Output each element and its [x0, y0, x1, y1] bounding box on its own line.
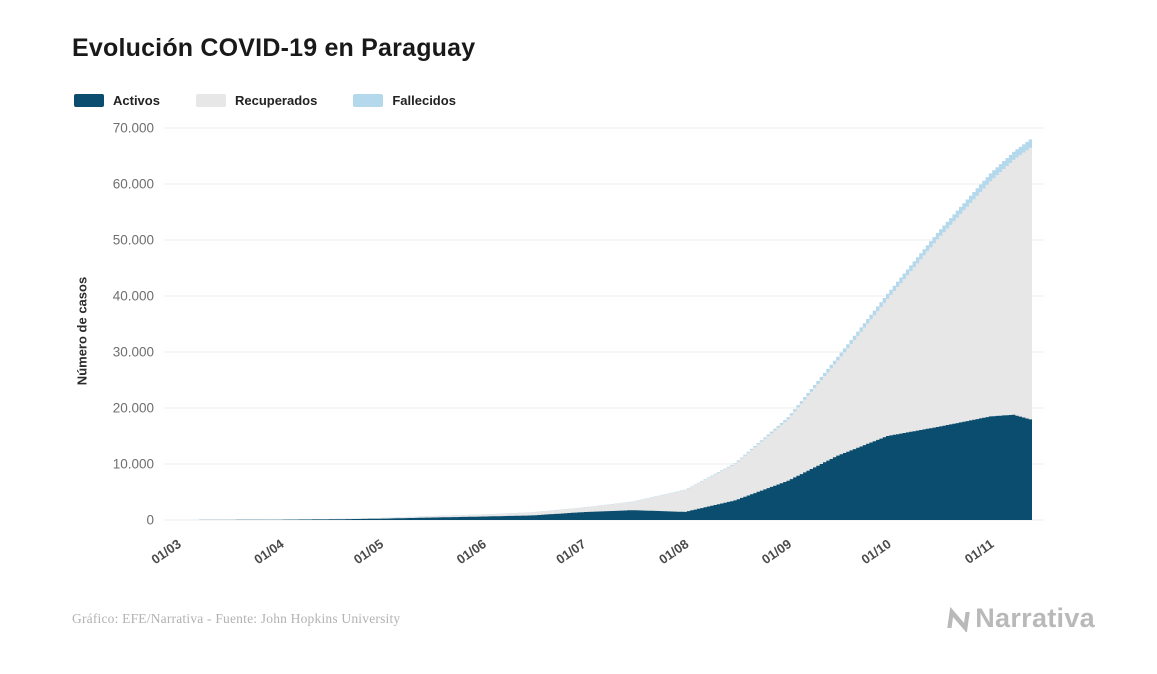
area-recuperados: [176, 145, 1032, 520]
y-tick-label: 10.000: [113, 457, 154, 472]
x-tick-label: 01/05: [351, 536, 386, 567]
x-tick-label: 01/04: [251, 536, 287, 567]
x-tick-label: 01/09: [759, 536, 794, 567]
legend-item-fallecidos: Fallecidos: [353, 93, 456, 108]
legend-swatch-recuperados: [195, 94, 226, 107]
legend-label-recuperados: Recuperados: [234, 93, 318, 108]
legend-item-activos: Activos: [74, 93, 160, 108]
x-tick-label: 01/03: [148, 536, 183, 567]
legend-swatch-fallecidos: [353, 94, 384, 107]
y-tick-label: 30.000: [113, 345, 154, 360]
y-axis-label: Número de casos: [74, 276, 90, 385]
x-tick-label: 01/07: [553, 536, 588, 567]
legend-swatch-activos: [74, 94, 104, 107]
x-tick-label: 01/08: [656, 536, 691, 567]
chart-area: Número de casos 0 10.000 20.000 30.000 40.00…: [72, 118, 1117, 601]
narrativa-logo: Narrativa: [945, 603, 1095, 634]
area-activos: [176, 414, 1032, 520]
legend-label-activos: Activos: [113, 93, 160, 108]
x-tick-label: 01/11: [962, 536, 997, 567]
y-tick-label: 40.000: [113, 289, 154, 304]
y-tick-label: 20.000: [113, 401, 154, 416]
legend-label-fallecidos: Fallecidos: [392, 93, 456, 108]
narrativa-logo-text: Narrativa: [975, 603, 1095, 633]
y-tick-label: 70.000: [113, 121, 154, 136]
legend-item-recuperados: Recuperados: [195, 93, 318, 108]
y-tick-label: 50.000: [113, 233, 154, 248]
y-tick-label: 0: [146, 513, 154, 528]
y-tick-label: 60.000: [113, 177, 154, 192]
stacked-area-chart: 0 10.000 20.000 30.000 40.000 50.000 60.000 70.…: [113, 121, 1044, 567]
footer: Gráfico: EFE/Narrativa - Fuente: John Ho…: [72, 603, 1117, 634]
source-credit: Gráfico: EFE/Narrativa - Fuente: John Ho…: [72, 610, 401, 626]
x-tick-label: 01/10: [858, 536, 893, 567]
chart-title: Evolución COVID-19 en Paraguay: [72, 34, 476, 62]
narrativa-logo-icon: [947, 606, 970, 632]
x-tick-label: 01/06: [454, 536, 489, 567]
legend: Activos Recuperados Fallecidos: [74, 93, 1117, 108]
